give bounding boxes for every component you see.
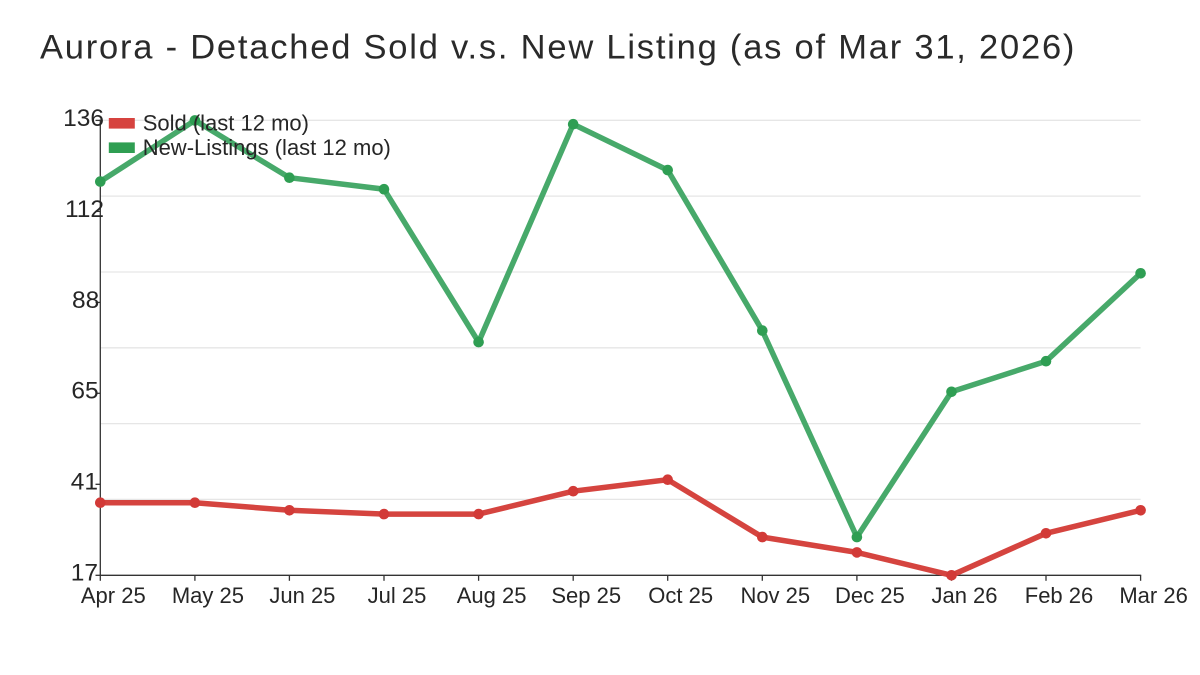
- svg-text:May 25: May 25: [172, 583, 244, 608]
- svg-text:Oct 25: Oct 25: [648, 583, 713, 608]
- svg-text:Aurora - Detached Sold v.s. Ne: Aurora - Detached Sold v.s. New Listing …: [40, 28, 1076, 66]
- svg-text:Jun 25: Jun 25: [269, 583, 335, 608]
- svg-text:Feb 26: Feb 26: [1025, 583, 1094, 608]
- svg-text:Jul 25: Jul 25: [368, 583, 427, 608]
- svg-text:Nov 25: Nov 25: [740, 583, 810, 608]
- svg-text:136: 136: [63, 105, 104, 132]
- svg-text:Dec 25: Dec 25: [835, 583, 905, 608]
- svg-text:17: 17: [71, 560, 98, 587]
- svg-text:Apr 25: Apr 25: [81, 583, 146, 608]
- svg-text:88: 88: [72, 287, 99, 314]
- svg-text:Jan 26: Jan 26: [931, 583, 997, 608]
- svg-text:Sep 25: Sep 25: [551, 583, 621, 608]
- svg-text:65: 65: [71, 378, 98, 405]
- svg-text:112: 112: [65, 196, 104, 223]
- svg-text:New-Listings (last 12 mo): New-Listings (last 12 mo): [143, 135, 391, 160]
- svg-text:41: 41: [71, 469, 98, 496]
- svg-text:Aug 25: Aug 25: [457, 583, 527, 608]
- svg-text:Sold (last 12 mo): Sold (last 12 mo): [143, 110, 309, 135]
- svg-text:Mar 26: Mar 26: [1119, 583, 1187, 608]
